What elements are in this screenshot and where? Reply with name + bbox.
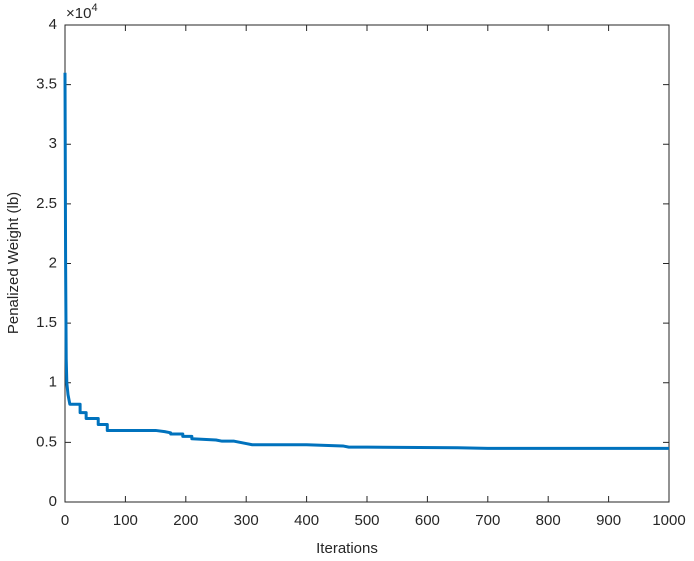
y-multiplier: ×104	[66, 2, 98, 22]
y-tick-label: 2	[49, 254, 57, 271]
x-tick-label: 800	[536, 512, 561, 529]
y-tick-label: 0.5	[36, 433, 57, 450]
x-tick-label: 0	[61, 512, 69, 529]
x-tick-label: 300	[234, 512, 259, 529]
x-tick-label: 600	[415, 512, 440, 529]
data-line	[63, 72, 669, 450]
y-tick-label: 3	[49, 135, 57, 152]
y-tick-label: 1	[49, 374, 57, 391]
x-tick-label: 200	[173, 512, 198, 529]
x-tick-label: 1000	[652, 512, 685, 529]
y-tick-label: 1.5	[36, 314, 57, 331]
y-multiplier-base: ×10	[66, 5, 91, 22]
x-axis-label: Iterations	[316, 540, 378, 557]
y-tick-label: 2.5	[36, 195, 57, 212]
y-axis-label: Penalized Weight (lb)	[5, 192, 22, 334]
x-tick-label: 500	[354, 512, 379, 529]
plot-frame	[64, 24, 670, 503]
x-tick-label: 700	[475, 512, 500, 529]
x-tick-label: 900	[596, 512, 621, 529]
x-tick-label: 100	[113, 512, 138, 529]
y-multiplier-exponent: 4	[91, 2, 97, 14]
y-tick-label: 3.5	[36, 76, 57, 93]
y-tick-label: 0	[49, 493, 57, 510]
y-tick-label: 4	[49, 16, 57, 33]
x-tick-label: 400	[294, 512, 319, 529]
